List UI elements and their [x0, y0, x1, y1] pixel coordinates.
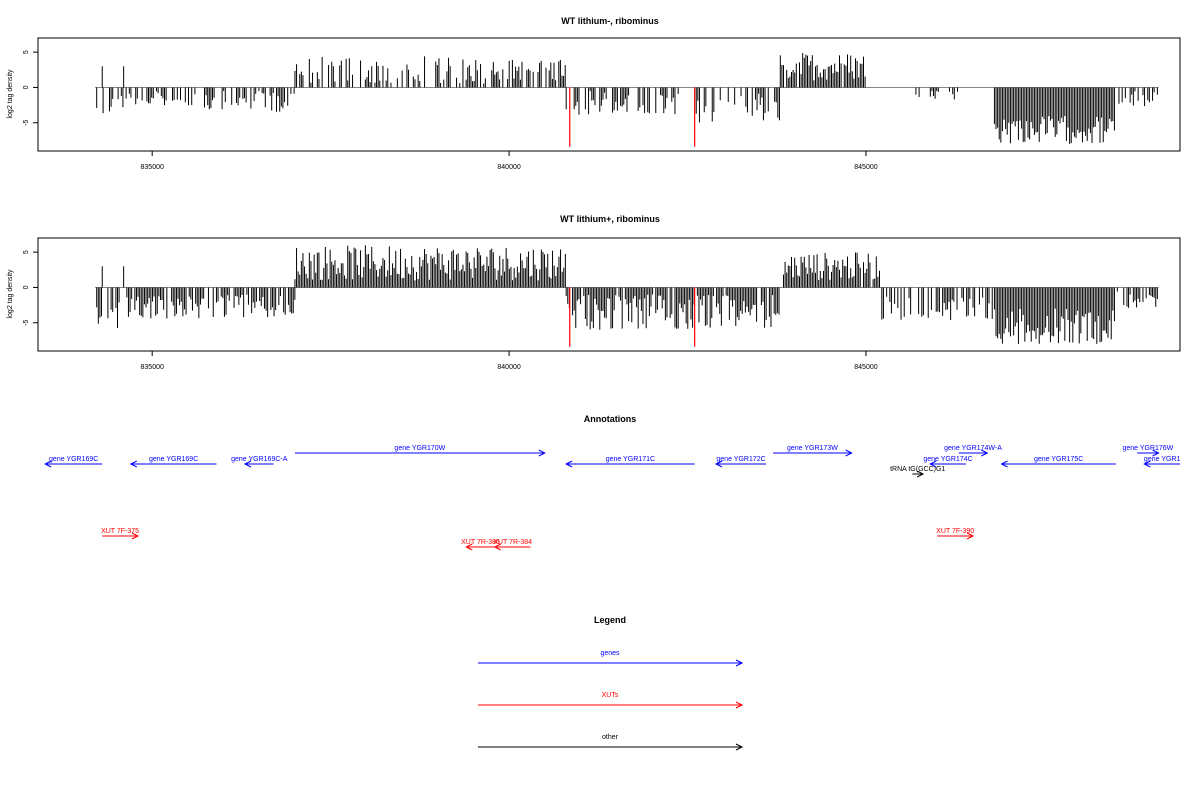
- y-tick-label: -5: [23, 320, 30, 326]
- legend-entry: genes: [478, 650, 744, 667]
- panel-2-ylabel: log2 tag density: [7, 269, 14, 319]
- annotations-panel: Annotations gene YGR169C gene YGR169C gene…: [44, 414, 1181, 551]
- feature-label: gene YGR169C: [49, 456, 98, 463]
- annotations-title: Annotations: [584, 414, 637, 424]
- panel-1-title: WT lithium-, ribominus: [561, 16, 659, 26]
- annotation-feature: gene YGR174W-A: [944, 445, 1002, 457]
- panel-lithium-minus: WT lithium-, ribominus log2 tag density …: [7, 16, 1181, 171]
- panel-1-frame: [37, 37, 1181, 152]
- legend-entries: genes XUTs other: [478, 650, 744, 751]
- y-tick-label: 5: [23, 250, 30, 254]
- feature-label: gene YGR176W: [1122, 445, 1173, 452]
- annotation-feature: gene YGR169C-A: [231, 456, 288, 468]
- feature-label: gene YGR175C: [1034, 456, 1083, 463]
- annotation-feature: gene YGR174C: [923, 456, 973, 468]
- feature-label: XUT 7F-390: [936, 528, 974, 535]
- annotation-feature: XUT 7F-390: [936, 528, 975, 540]
- panel-lithium-plus: WT lithium+, ribominus log2 tag density …: [7, 214, 1181, 371]
- annotation-feature: gene YGR176W: [1122, 445, 1174, 457]
- annotation-feature: gene YGR169C: [44, 456, 103, 468]
- feature-arrow-head: [966, 532, 975, 540]
- feature-arrow-head: [44, 460, 52, 468]
- feature-label: XUT 7R-386: [461, 539, 500, 546]
- feature-label: gene YGR174C: [923, 456, 972, 463]
- feature-arrow-head: [1143, 460, 1151, 468]
- feature-arrow-head: [129, 460, 138, 468]
- panel-2-bars: [95, 245, 1159, 347]
- legend-arrow-head: [735, 701, 744, 709]
- panel-2-axes: -5 0 5 835000 840000 845000: [23, 250, 878, 371]
- feature-arrow-head: [493, 543, 502, 551]
- y-tick-label: 0: [23, 85, 30, 89]
- feature-arrow-head: [845, 449, 853, 457]
- panel-1-axes: -5 0 5 835000 840000 845000: [23, 50, 878, 171]
- feature-arrow-head: [1000, 460, 1008, 468]
- x-tick-label: 840000: [497, 364, 520, 371]
- feature-arrow-head: [465, 543, 473, 551]
- legend-panel: Legend genes XUTs other: [478, 615, 744, 751]
- feature-label: gene YGR169C: [149, 456, 198, 463]
- feature-label: gene YGR169C-A: [231, 456, 288, 463]
- annotation-feature: gene YGR171C: [565, 456, 695, 468]
- annotation-feature: XUT 7R-384: [493, 539, 532, 551]
- x-tick-label: 835000: [141, 164, 164, 171]
- legend-entry: XUTs: [478, 692, 744, 709]
- annotation-feature: gene YGR170W: [294, 445, 546, 457]
- feature-label: tRNA tG(GCC)G1: [890, 466, 945, 473]
- feature-arrow-head: [981, 449, 989, 457]
- legend-label: other: [602, 734, 619, 741]
- feature-label: gene YGR171C: [606, 456, 655, 463]
- y-tick-label: 5: [23, 50, 30, 54]
- annotation-feature: gene YGR1: [1143, 456, 1181, 468]
- feature-arrow-head: [565, 460, 573, 468]
- x-tick-label: 835000: [141, 364, 164, 371]
- feature-label: gene YGR172C: [716, 456, 765, 463]
- annotation-feature: tRNA tG(GCC)G1: [890, 466, 945, 478]
- legend-title: Legend: [594, 615, 626, 625]
- feature-arrow-head: [916, 470, 925, 478]
- legend-label: XUTs: [602, 692, 619, 699]
- x-tick-label: 845000: [854, 364, 877, 371]
- feature-label: gene YGR173W: [787, 445, 838, 452]
- annotation-features: gene YGR169C gene YGR169C gene YGR169C-A ge…: [44, 445, 1181, 551]
- feature-label: XUT 7R-384: [493, 539, 532, 546]
- legend-entry: other: [478, 734, 744, 751]
- feature-arrow-head: [1152, 449, 1160, 457]
- panel-2-frame: [37, 237, 1181, 352]
- legend-label: genes: [600, 650, 620, 657]
- legend-arrow-head: [735, 743, 744, 751]
- feature-label: gene YGR1: [1144, 456, 1181, 463]
- x-tick-label: 845000: [854, 164, 877, 171]
- annotation-feature: gene YGR175C: [1000, 456, 1116, 468]
- feature-arrow-head: [131, 532, 140, 540]
- y-tick-label: 0: [23, 285, 30, 289]
- feature-arrow-head: [714, 460, 723, 468]
- x-tick-label: 840000: [497, 164, 520, 171]
- panel-1-bars: [95, 52, 1159, 147]
- annotation-feature: XUT 7F-375: [101, 528, 140, 540]
- legend-arrow-head: [735, 659, 744, 667]
- feature-arrow-head: [538, 449, 546, 457]
- feature-label: gene YGR170W: [394, 445, 445, 452]
- panel-2-title: WT lithium+, ribominus: [560, 214, 660, 224]
- annotation-feature: gene YGR169C: [129, 456, 217, 468]
- y-tick-label: -5: [23, 120, 30, 126]
- annotation-feature: gene YGR173W: [773, 445, 853, 457]
- feature-label: XUT 7F-375: [101, 528, 139, 535]
- feature-arrow-head: [929, 460, 937, 468]
- annotation-feature: gene YGR172C: [714, 456, 767, 468]
- feature-label: gene YGR174W-A: [944, 445, 1002, 452]
- feature-arrow-head: [243, 460, 252, 468]
- panel-1-ylabel: log2 tag density: [7, 69, 14, 119]
- annotation-feature: XUT 7R-386: [461, 539, 500, 551]
